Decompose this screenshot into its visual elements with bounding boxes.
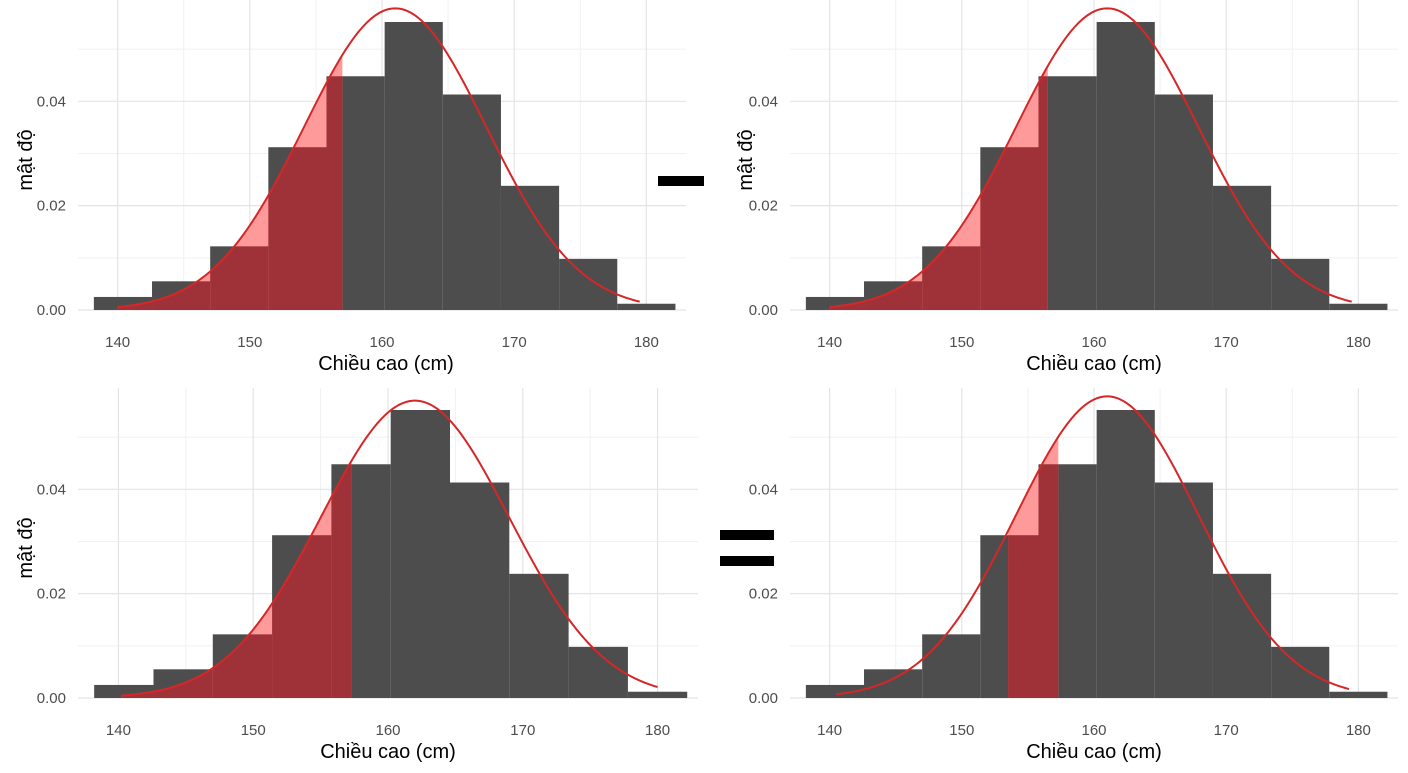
histogram-bar	[1096, 410, 1155, 698]
x-tick-label: 180	[1346, 722, 1371, 739]
shaded-bar-segment	[326, 76, 343, 310]
histogram-bar	[617, 303, 676, 310]
equals-operator-top-bar	[720, 530, 774, 540]
y-axis-title: mật độ	[735, 129, 757, 190]
x-tick-label: 140	[105, 334, 130, 351]
x-tick-label: 160	[369, 334, 394, 351]
x-tick-label: 160	[1081, 334, 1106, 351]
shaded-bar-segment	[1008, 535, 1039, 698]
x-tick-label: 140	[817, 722, 842, 739]
x-axis-title: Chiều cao (cm)	[1026, 353, 1162, 375]
histogram-bar	[568, 646, 628, 698]
x-tick-label: 170	[1214, 334, 1239, 351]
histogram-bar	[1212, 573, 1272, 698]
shaded-bar-segment	[1038, 76, 1048, 310]
histogram-bar	[805, 684, 865, 698]
shaded-bar-segment	[1038, 464, 1059, 698]
y-axis-title: mật độ	[15, 129, 37, 190]
histogram-bars	[93, 22, 676, 311]
panel-top-right: 140 150 160 170 180 0.00 0.02 0.04 Chiều cao (cm…	[735, 0, 1398, 375]
histogram-bar	[559, 258, 618, 310]
y-tick-label: 0.00	[749, 302, 778, 319]
x-tick-label: 180	[634, 334, 659, 351]
y-tick-label: 0.02	[37, 198, 66, 215]
x-axis-title: Chiều cao (cm)	[318, 353, 454, 375]
y-tick-label: 0.00	[749, 690, 778, 707]
x-tick-label: 140	[106, 722, 131, 739]
histogram-bar	[1154, 482, 1213, 698]
histogram-bar	[509, 573, 569, 698]
x-tick-label: 170	[502, 334, 527, 351]
x-tick-label: 180	[645, 722, 670, 739]
histogram-bar	[1329, 303, 1388, 310]
histogram-bar	[1271, 646, 1330, 698]
histogram-bars	[805, 410, 1388, 698]
equals-operator-bottom-bar	[720, 556, 774, 566]
shaded-area-over-bars	[1008, 464, 1059, 698]
histogram-bar	[1329, 691, 1388, 698]
x-tick-label: 150	[949, 722, 974, 739]
panel-top-left: 140 150 160 170 180 0.00 0.02 0.04 Chiều cao (cm…	[15, 0, 686, 375]
x-tick-label: 150	[241, 722, 266, 739]
histogram-bar	[1096, 22, 1155, 310]
y-tick-label: 0.00	[37, 690, 66, 707]
histogram-bar	[450, 482, 510, 698]
panel-bottom-right: 140 150 160 170 180 0.00 0.02 0.04 Chiều cao (cm…	[749, 388, 1398, 763]
histogram-bar	[500, 185, 560, 310]
x-tick-label: 140	[817, 334, 842, 351]
histogram-bar	[864, 669, 923, 698]
y-tick-label: 0.04	[37, 93, 66, 110]
density-curve	[117, 7, 640, 309]
y-tick-label: 0.04	[749, 93, 778, 110]
histogram-bar	[627, 691, 688, 698]
y-tick-label: 0.00	[37, 302, 66, 319]
x-tick-label: 150	[949, 334, 974, 351]
density-curve	[829, 7, 1352, 309]
panel-bottom-left: 140 150 160 170 180 0.00 0.02 0.04 Chiều cao (cm…	[15, 388, 698, 763]
histogram-bar	[442, 94, 501, 311]
x-axis-title: Chiều cao (cm)	[1026, 741, 1162, 763]
x-tick-label: 160	[1081, 722, 1106, 739]
minus-operator	[658, 176, 704, 186]
shaded-bar-segment	[331, 464, 352, 698]
y-tick-label: 0.04	[749, 481, 778, 498]
histogram-bar	[1154, 94, 1213, 311]
x-axis-title: Chiều cao (cm)	[320, 741, 456, 763]
y-tick-label: 0.02	[749, 586, 778, 603]
y-tick-label: 0.02	[749, 198, 778, 215]
x-tick-label: 150	[237, 334, 262, 351]
y-tick-label: 0.02	[37, 586, 66, 603]
x-tick-label: 180	[1346, 334, 1371, 351]
x-tick-label: 170	[510, 722, 535, 739]
histogram-bar	[1038, 76, 1097, 311]
histogram-bars	[94, 410, 688, 698]
histogram-bars	[805, 22, 1388, 311]
histogram-bar	[384, 22, 443, 310]
histogram-bar	[390, 410, 450, 698]
x-tick-label: 160	[375, 722, 400, 739]
density-curve	[836, 395, 1350, 696]
histogram-bar	[922, 634, 981, 698]
histogram-bar	[1271, 258, 1330, 310]
shaded-area-over-bars	[117, 76, 343, 310]
y-tick-label: 0.04	[37, 481, 66, 498]
histogram-bar	[1212, 185, 1272, 310]
y-axis-title: mật độ	[15, 517, 37, 578]
x-tick-label: 170	[1214, 722, 1239, 739]
density-curve	[121, 399, 658, 697]
